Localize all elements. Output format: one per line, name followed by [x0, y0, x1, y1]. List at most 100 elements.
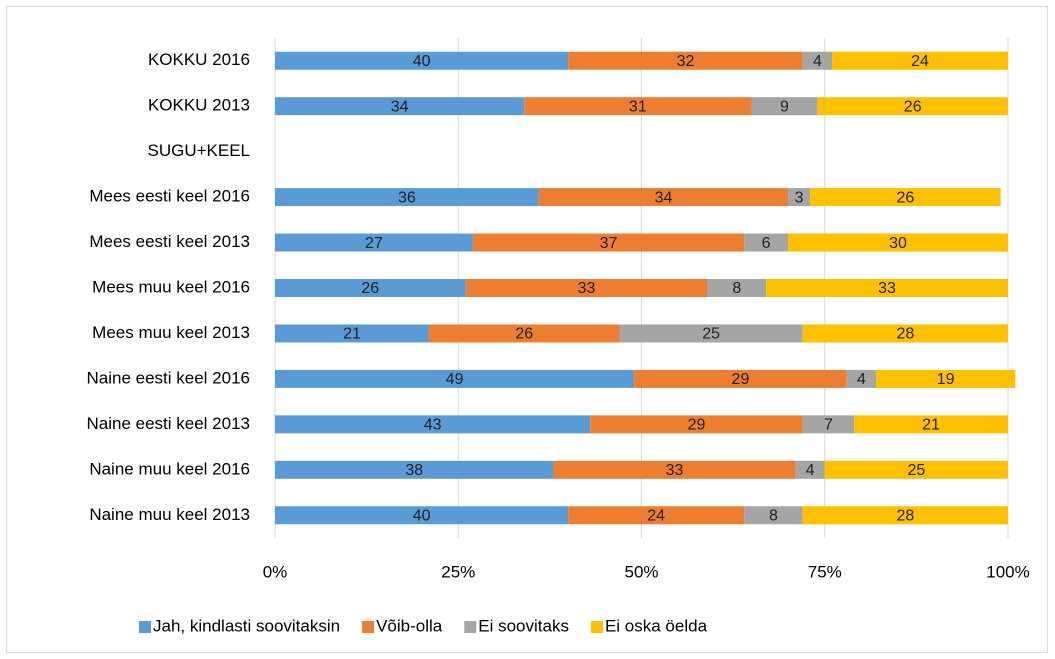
bar-segment: [802, 51, 833, 70]
bar-segment: [802, 506, 1008, 525]
legend-swatch: [139, 621, 151, 633]
data-label: 40: [413, 53, 431, 70]
data-label: 34: [391, 98, 409, 115]
bar-segment: [707, 279, 767, 297]
x-tick-label: 75%: [808, 562, 842, 581]
bar-segment: [524, 97, 752, 116]
bar-segment: [428, 324, 620, 343]
y-tick-label: Mees eesti keel 2016: [89, 187, 250, 206]
bar-segment: [854, 415, 1008, 434]
data-label: 25: [702, 326, 720, 343]
data-label: 6: [762, 235, 771, 252]
bar-segment: [802, 324, 1008, 343]
data-label: 29: [732, 371, 750, 388]
data-label: 30: [889, 235, 907, 252]
data-label: 24: [911, 53, 929, 70]
data-label: 25: [907, 462, 925, 479]
y-tick-label: Naine muu keel 2013: [89, 505, 250, 524]
bar-segment: [568, 506, 745, 525]
data-label: 28: [896, 507, 914, 524]
data-label: 4: [806, 462, 815, 479]
bar-segment: [744, 506, 803, 525]
legend-label: Võib-olla: [376, 616, 443, 635]
data-label: 8: [769, 507, 778, 524]
bar-segment: [275, 460, 554, 479]
bar-segment: [590, 415, 803, 434]
bar-segment: [766, 279, 1008, 297]
data-label: 26: [896, 189, 914, 206]
bar-segment: [795, 460, 825, 479]
bar-segment: [275, 188, 539, 207]
data-label: 19: [937, 371, 955, 388]
legend-label: Ei oska öelda: [605, 616, 708, 635]
data-label: 24: [647, 507, 665, 524]
bar-segment: [275, 324, 429, 343]
x-tick-label: 0%: [263, 562, 288, 581]
bar-segment: [619, 324, 803, 343]
data-label: 27: [365, 235, 383, 252]
bar-segment: [788, 233, 1008, 252]
x-tick-label: 100%: [986, 562, 1029, 581]
bar-segment: [846, 369, 877, 388]
data-label: 26: [904, 98, 922, 115]
data-label: 33: [666, 462, 684, 479]
bar-segment: [876, 369, 1016, 388]
y-tick-label: Mees eesti keel 2013: [89, 232, 250, 251]
bar-segment: [568, 51, 803, 70]
bar-segment: [472, 233, 745, 252]
bar-segment: [275, 97, 525, 116]
data-label: 37: [600, 235, 618, 252]
legend-swatch: [590, 621, 603, 633]
y-tick-label: Naine eesti keel 2016: [86, 368, 250, 387]
data-label: 7: [824, 417, 833, 434]
data-label: 26: [515, 326, 533, 343]
bar-segment: [538, 188, 789, 207]
bar-segment: [553, 460, 796, 479]
data-label: 4: [857, 371, 866, 388]
data-label: 31: [629, 98, 647, 115]
x-tick-label: 50%: [624, 562, 658, 581]
y-tick-label: Naine eesti keel 2013: [86, 414, 250, 433]
data-label: 38: [405, 462, 423, 479]
bar-segment: [802, 415, 855, 434]
legend-swatch: [464, 621, 477, 633]
legend-label: Jah, kindlasti soovitaksin: [153, 616, 340, 635]
data-label: 3: [795, 189, 804, 206]
legend-label: Ei soovitaks: [478, 616, 569, 635]
data-label: 9: [780, 98, 789, 115]
y-tick-label: KOKKU 2013: [148, 96, 250, 115]
y-tick-label: Mees muu keel 2016: [92, 277, 250, 296]
data-label: 49: [446, 371, 464, 388]
data-label: 21: [343, 326, 361, 343]
data-label: 4: [813, 53, 822, 70]
bar-segment: [275, 279, 466, 297]
bar-segment: [275, 415, 591, 434]
bar-segment: [751, 97, 818, 116]
data-label: 36: [398, 189, 416, 206]
data-label: 34: [655, 189, 673, 206]
bar-segment: [832, 51, 1008, 70]
data-label: 26: [361, 280, 379, 297]
bar-segment: [275, 233, 473, 252]
data-label: 32: [677, 53, 695, 70]
bar-segment: [817, 97, 1008, 116]
y-tick-label: Naine muu keel 2016: [89, 459, 250, 478]
data-label: 8: [732, 280, 741, 297]
data-label: 43: [424, 417, 442, 434]
data-label: 33: [878, 280, 896, 297]
data-label: 40: [413, 507, 431, 524]
bar-segment: [824, 460, 1008, 479]
data-label: 21: [922, 417, 940, 434]
bar-segment: [275, 51, 569, 70]
bar-segment: [810, 188, 1001, 207]
bar-segment: [465, 279, 708, 297]
y-tick-label: KOKKU 2016: [148, 50, 250, 69]
bar-segment: [634, 369, 847, 388]
bar-segment: [275, 369, 635, 388]
y-tick-label: Mees muu keel 2013: [92, 323, 250, 342]
bar-segment: [744, 233, 789, 252]
data-label: 33: [578, 280, 596, 297]
y-tick-label: SUGU+KEEL: [147, 141, 250, 160]
bar-segment: [275, 506, 569, 525]
